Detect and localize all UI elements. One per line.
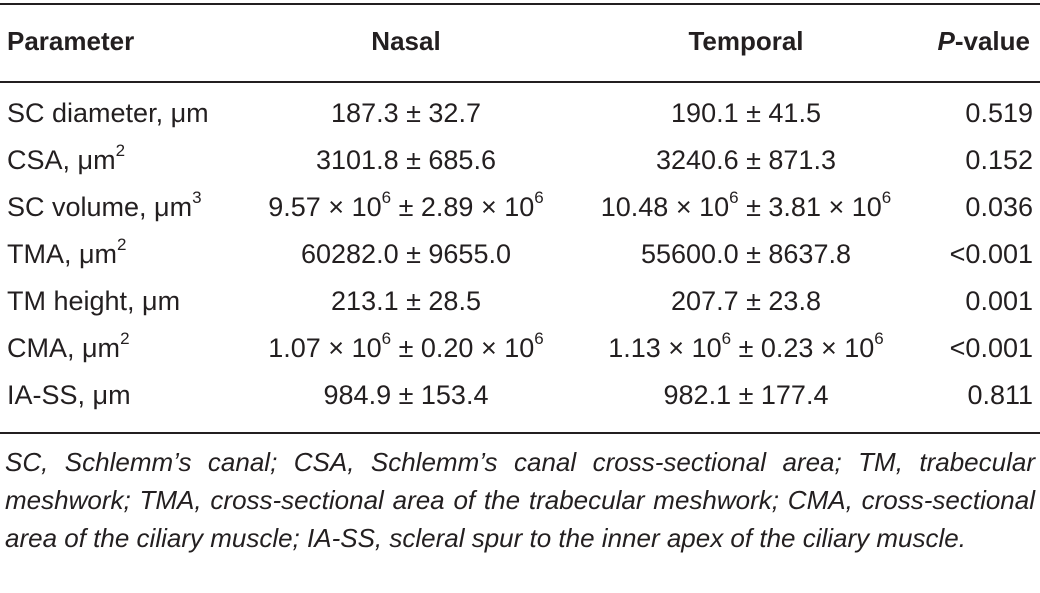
table-row-ia-ss: IA-SS, μm 984.9 ± 153.4 982.1 ± 177.4 0.… <box>0 371 1040 419</box>
row-parameter: IA-SS, μm <box>7 371 131 419</box>
row-temporal-value: 55600.0 ± 8637.8 <box>640 239 851 269</box>
table-footnote: SC, Schlemm’s canal; CSA, Schlemm’s cana… <box>5 447 1035 553</box>
header-pvalue-p: P <box>937 26 955 56</box>
row-temporal-value: 190.1 ± 41.5 <box>671 98 821 128</box>
row-pvalue: <0.001 <box>949 333 1033 363</box>
header-rule <box>0 81 1040 83</box>
temporal-sd: ± 0.23 × 10 <box>731 333 875 363</box>
row-parameter: SC volume, μm3 <box>7 183 202 231</box>
parameter-label: TM height, μm <box>7 286 181 316</box>
nasal-sd-exponent: 6 <box>534 329 544 348</box>
row-nasal-value: 9.57 × 106 ± 2.89 × 106 <box>240 183 572 231</box>
parameter-label: SC diameter, μm <box>7 98 209 128</box>
row-parameter: TMA, μm2 <box>7 230 127 278</box>
nasal-mean: 1.07 × 10 <box>268 333 382 363</box>
table-row-tm-height: TM height, μm 213.1 ± 28.5 207.7 ± 23.8 … <box>0 277 1040 325</box>
row-nasal-value: 213.1 ± 28.5 <box>331 286 481 316</box>
row-pvalue: 0.152 <box>965 145 1033 175</box>
temporal-mean: 10.48 × 10 <box>600 192 730 222</box>
temporal-sd-exponent: 6 <box>874 329 884 348</box>
top-rule <box>0 3 1040 5</box>
row-nasal-value: 3101.8 ± 685.6 <box>316 145 496 175</box>
header-temporal: Temporal <box>688 26 804 56</box>
row-nasal-value: 984.9 ± 153.4 <box>323 380 489 410</box>
table-row-sc-diameter: SC diameter, μm 187.3 ± 32.7 190.1 ± 41.… <box>0 89 1040 137</box>
header-pvalue: P-value <box>925 17 1031 65</box>
nasal-sd-exponent: 6 <box>534 188 544 207</box>
parameter-unit-exponent: 2 <box>117 235 127 254</box>
temporal-mean: 1.13 × 10 <box>608 333 722 363</box>
parameter-label: CMA, μm <box>7 333 121 363</box>
nasal-mean-exponent: 6 <box>381 188 392 207</box>
row-temporal-value: 982.1 ± 177.4 <box>663 380 829 410</box>
row-pvalue: 0.036 <box>965 192 1033 222</box>
temporal-sd-exponent: 6 <box>881 188 892 207</box>
table-row-csa: CSA, μm2 3101.8 ± 685.6 3240.6 ± 871.3 0… <box>0 136 1040 184</box>
row-parameter: SC diameter, μm <box>7 89 209 137</box>
nasal-mean-exponent: 6 <box>381 329 392 348</box>
bottom-rule <box>0 432 1040 434</box>
table-row-cma: CMA, μm2 1.07 × 106 ± 0.20 × 106 1.13 × … <box>0 324 1040 372</box>
temporal-mean-exponent: 6 <box>721 329 732 348</box>
row-temporal-value: 10.48 × 106 ± 3.81 × 106 <box>574 183 918 231</box>
row-temporal-value: 1.13 × 106 ± 0.23 × 106 <box>574 324 918 372</box>
row-temporal-value: 207.7 ± 23.8 <box>671 286 821 316</box>
header-parameter: Parameter <box>7 26 135 56</box>
nasal-sd: ± 2.89 × 10 <box>391 192 535 222</box>
row-pvalue: <0.001 <box>949 239 1033 269</box>
temporal-sd: ± 3.81 × 10 <box>738 192 882 222</box>
parameter-unit-exponent: 2 <box>115 141 126 160</box>
row-pvalue: 0.001 <box>965 286 1033 316</box>
row-pvalue: 0.811 <box>967 380 1033 410</box>
nasal-sd: ± 0.20 × 10 <box>391 333 535 363</box>
header-nasal: Nasal <box>371 26 441 56</box>
temporal-mean-exponent: 6 <box>729 188 739 207</box>
row-nasal-value: 1.07 × 106 ± 0.20 × 106 <box>240 324 572 372</box>
parameter-unit-exponent: 2 <box>120 329 130 348</box>
parameter-label: IA-SS, μm <box>7 380 131 410</box>
row-nasal-value: 187.3 ± 32.7 <box>331 98 481 128</box>
table-row-sc-volume: SC volume, μm3 9.57 × 106 ± 2.89 × 106 1… <box>0 183 1040 231</box>
parameter-unit-exponent: 3 <box>192 188 202 207</box>
table-header-row: Parameter Nasal Temporal P-value <box>0 17 1040 65</box>
parameter-label: SC volume, μm <box>7 192 193 222</box>
row-parameter: TM height, μm <box>7 277 180 325</box>
row-temporal-value: 3240.6 ± 871.3 <box>656 145 836 175</box>
table-row-tma: TMA, μm2 60282.0 ± 9655.0 55600.0 ± 8637… <box>0 230 1040 278</box>
row-parameter: CSA, μm2 <box>7 136 125 184</box>
row-parameter: CMA, μm2 <box>7 324 130 372</box>
parameter-label: TMA, μm <box>7 239 118 269</box>
row-nasal-value: 60282.0 ± 9655.0 <box>300 239 511 269</box>
nasal-mean: 9.57 × 10 <box>268 192 382 222</box>
header-pvalue-suffix: -value <box>954 26 1030 56</box>
row-pvalue: 0.519 <box>965 98 1033 128</box>
parameter-label: CSA, μm <box>7 145 116 175</box>
